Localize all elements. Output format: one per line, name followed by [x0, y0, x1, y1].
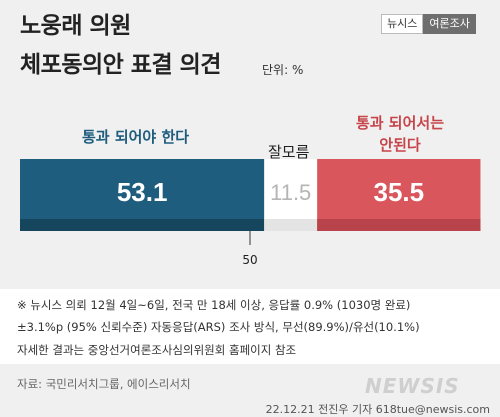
category-label-no-line1: 통과 되어서는: [355, 114, 445, 132]
footnote-line2: ±3.1%p (95% 신뢰수준) 자동응답(ARS) 조사 방식, 무선(89…: [17, 320, 420, 334]
bar-segment-shade-0: [20, 219, 265, 231]
footnote-line3: 자세한 결과는 중앙선거여론조사심의위원회 홈페이지 참조: [17, 343, 297, 357]
value-label-0: 53.1: [117, 177, 168, 207]
bar-segment-shade-2: [317, 219, 481, 231]
brand-badge: 뉴시스 여론조사: [381, 14, 476, 34]
category-label-yes: 통과 되어야 한다: [82, 128, 190, 146]
value-label-2: 35.5: [374, 177, 425, 207]
category-label-no: 통과 되어서는 안된다: [330, 112, 470, 156]
value-label-1: 11.5: [270, 180, 311, 205]
chart-title-line1: 노웅래 의원: [20, 13, 131, 39]
chart-title-line2: 체포동의안 표결 의견: [20, 52, 221, 78]
brand-poll: 여론조사: [423, 14, 476, 34]
brand-newsis: 뉴시스: [381, 14, 424, 34]
footnote-line1: ※ 뉴시스 의뢰 12월 4일~6일, 전국 만 18세 이상, 응답률 0.9…: [17, 298, 411, 312]
stacked-bar-chart: 53.1 11.5 35.5 50: [20, 159, 481, 267]
newsis-watermark: NEWSIS: [365, 374, 460, 398]
unit-label: 단위: %: [262, 63, 304, 77]
bar-segment-shade-1: [264, 219, 318, 231]
category-label-no-line2: 안된다: [379, 136, 421, 154]
category-label-unknown: 잘모름: [268, 143, 310, 161]
reference-line-label: 50: [242, 253, 257, 267]
credit-text: 22.12.21 전진우 기자 618tue@newsis.com: [265, 403, 490, 416]
source-text: 자료: 국민리서치그룹, 에이스리서치: [17, 377, 191, 391]
footnote-box: ※ 뉴시스 의뢰 12월 4일~6일, 전국 만 18세 이상, 응답률 0.9…: [0, 289, 500, 364]
